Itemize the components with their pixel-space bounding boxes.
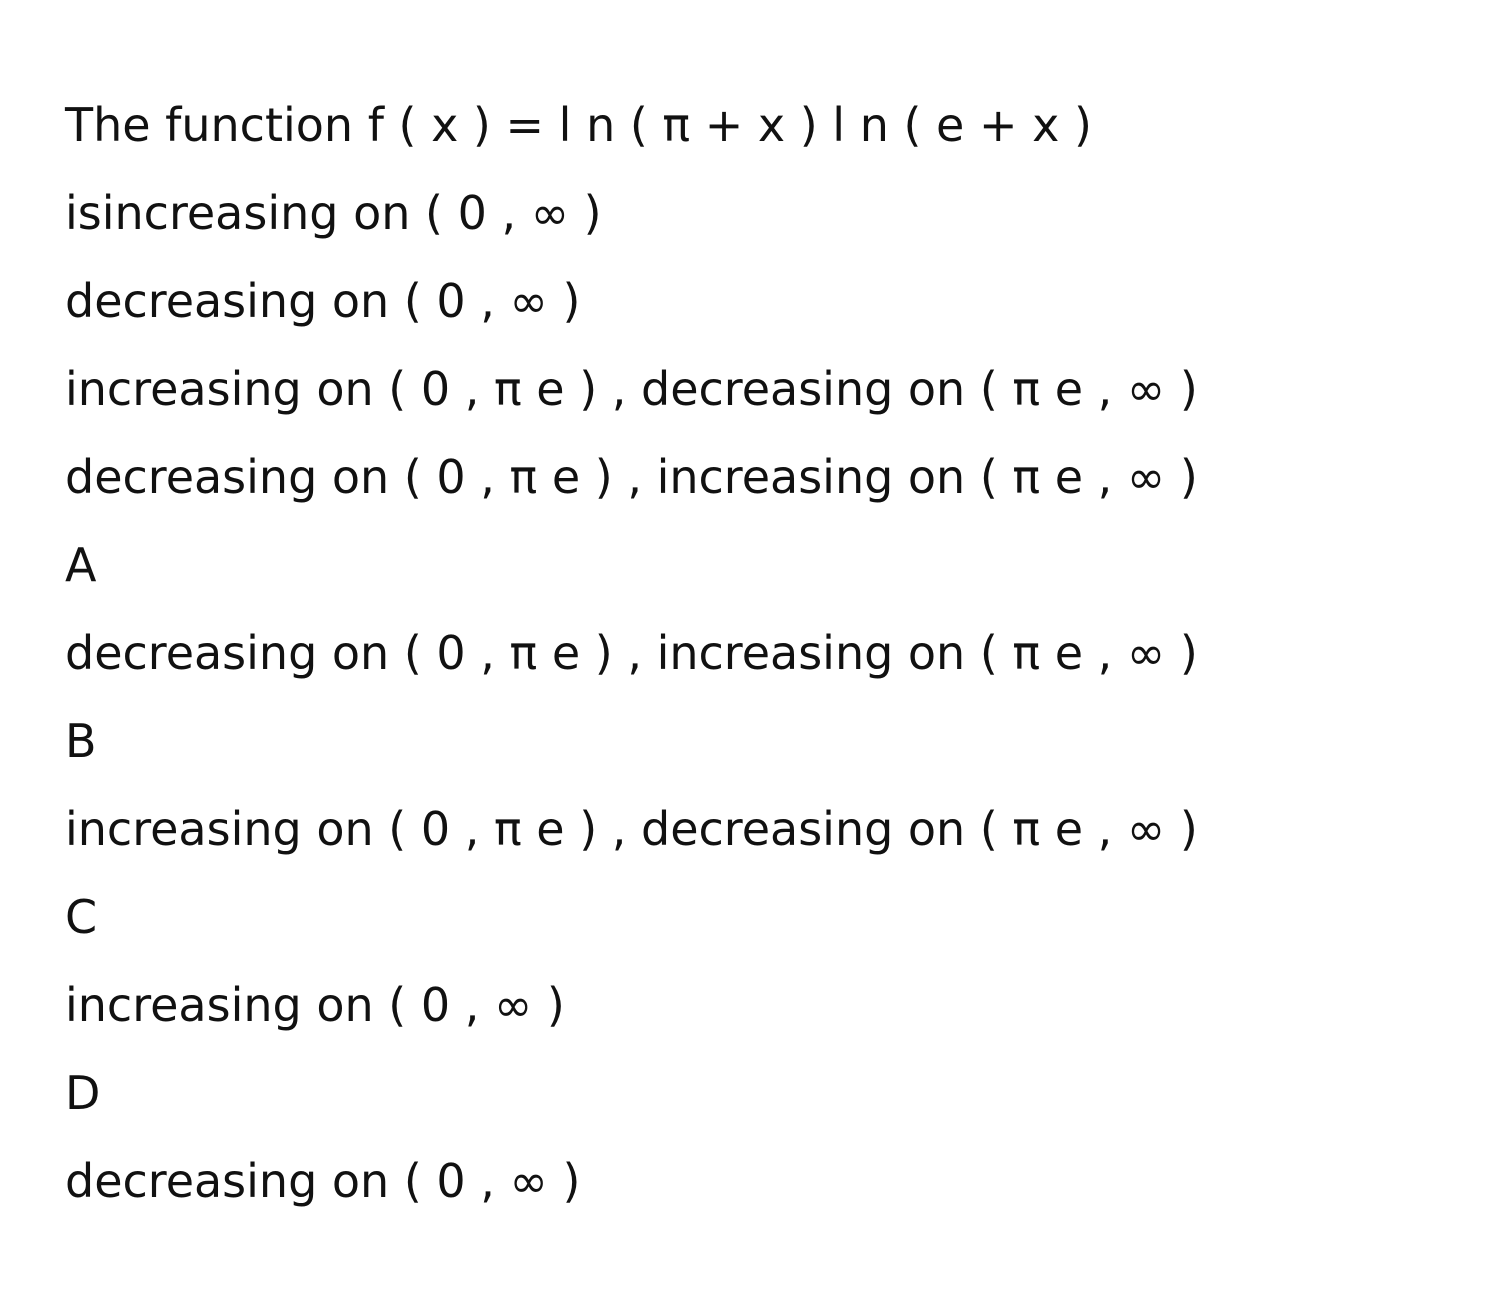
choice-a-letter[interactable]: A	[65, 538, 97, 592]
choice-b-letter[interactable]: B	[65, 714, 97, 768]
inline-option: decreasing on ( 0 , π e ) , increasing o…	[65, 450, 1198, 504]
choice-c-letter[interactable]: C	[65, 890, 98, 944]
inline-option: decreasing on ( 0 , ∞ )	[65, 274, 581, 328]
question-stem: The function f ( x ) = l n ( π + x ) l n…	[65, 98, 1092, 152]
choice-c-text[interactable]: increasing on ( 0 , ∞ )	[65, 978, 565, 1032]
inline-option: increasing on ( 0 , π e ) , decreasing o…	[65, 362, 1198, 416]
choice-d-letter[interactable]: D	[65, 1066, 101, 1120]
choice-b-text[interactable]: increasing on ( 0 , π e ) , decreasing o…	[65, 802, 1198, 856]
inline-option: isincreasing on ( 0 , ∞ )	[65, 186, 602, 240]
choice-a-text[interactable]: decreasing on ( 0 , π e ) , increasing o…	[65, 626, 1198, 680]
choice-d-text[interactable]: decreasing on ( 0 , ∞ )	[65, 1154, 581, 1208]
